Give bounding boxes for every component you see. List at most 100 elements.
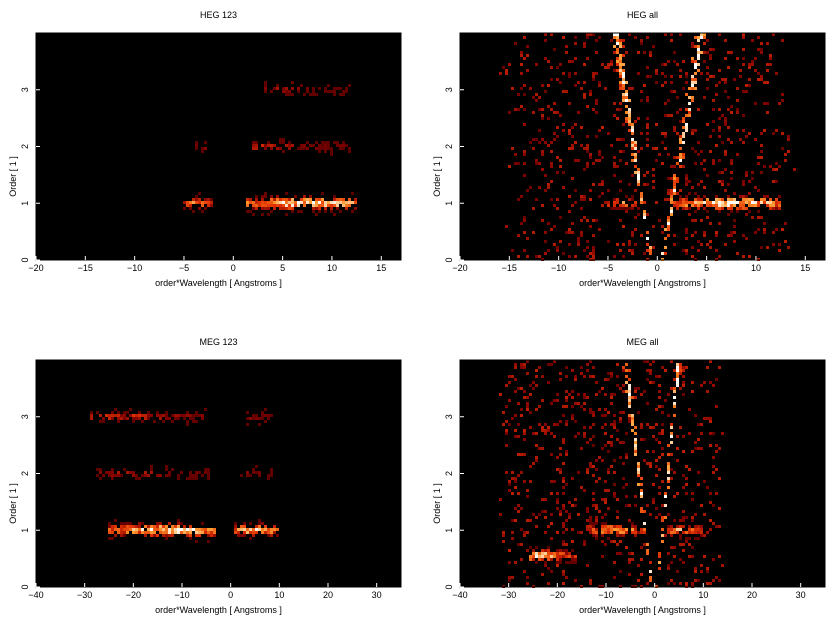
heatmap-cell [640, 423, 643, 426]
heatmap-cell [664, 132, 667, 135]
heatmap-cell [691, 204, 694, 207]
heatmap-cell [613, 156, 616, 159]
heatmap-cell [544, 564, 547, 567]
heatmap-cell [637, 483, 640, 486]
x-tick-label: −30 [77, 590, 92, 600]
heatmap-cell [718, 477, 721, 480]
heatmap-cell [252, 468, 255, 471]
heatmap-cell [697, 198, 700, 201]
heatmap-cell [715, 234, 718, 237]
heatmap-cell [186, 204, 189, 207]
heatmap-cell [559, 555, 562, 558]
heatmap-cell [664, 135, 667, 138]
heatmap-cell [553, 225, 556, 228]
heatmap-cell [556, 423, 559, 426]
heatmap-cell [565, 423, 568, 426]
heatmap-cell [760, 42, 763, 45]
heatmap-cell [592, 72, 595, 75]
heatmap-cell [165, 534, 168, 537]
heatmap-cell [604, 408, 607, 411]
heatmap-cell [562, 555, 565, 558]
heatmap-cell [673, 174, 676, 177]
heatmap-cell [619, 525, 622, 528]
heatmap-cell [562, 414, 565, 417]
heatmap-cell [538, 255, 541, 258]
heatmap-cell [610, 531, 613, 534]
heatmap-cell [685, 582, 688, 585]
heatmap-cell [718, 159, 721, 162]
heatmap-cell [547, 552, 550, 555]
heatmap-cell [171, 534, 174, 537]
heatmap-cell [655, 81, 658, 84]
heatmap-cell [288, 144, 291, 147]
heatmap-cell [643, 360, 646, 363]
heatmap-cell [568, 132, 571, 135]
heatmap-cell [691, 147, 694, 150]
heatmap-cell [682, 519, 685, 522]
heatmap-cell [574, 159, 577, 162]
heatmap-cell [568, 129, 571, 132]
heatmap-cell [760, 48, 763, 51]
heatmap-cell [736, 108, 739, 111]
heatmap-cell [565, 51, 568, 54]
heatmap-cell [273, 204, 276, 207]
heatmap-cell [129, 528, 132, 531]
x-axis-label: order*Wavelength [ Angstroms ] [155, 605, 282, 615]
heatmap-cell [342, 147, 345, 150]
heatmap-cell [682, 510, 685, 513]
heatmap-cell [105, 414, 108, 417]
heatmap-cell [607, 63, 610, 66]
heatmap-cell [736, 129, 739, 132]
heatmap-cell [589, 408, 592, 411]
heatmap-cell [688, 468, 691, 471]
heatmap-cell [679, 195, 682, 198]
heatmap-cell [625, 390, 628, 393]
heatmap-cell [622, 255, 625, 258]
heatmap-cell [333, 90, 336, 93]
heatmap-cell [201, 201, 204, 204]
heatmap-cell [195, 540, 198, 543]
heatmap-cell [643, 216, 646, 219]
heatmap-cell [652, 381, 655, 384]
heatmap-cell [649, 381, 652, 384]
heatmap-cell [673, 234, 676, 237]
heatmap-cell [619, 72, 622, 75]
heatmap-cell [285, 192, 288, 195]
heatmap-cell [318, 144, 321, 147]
heatmap-cell [646, 213, 649, 216]
heatmap-cell [141, 414, 144, 417]
heatmap-cell [523, 153, 526, 156]
heatmap-cell [670, 201, 673, 204]
heatmap-cell [514, 162, 517, 165]
heatmap-cell [670, 114, 673, 117]
heatmap-cell [640, 483, 643, 486]
heatmap-cell [676, 528, 679, 531]
heatmap-cell [517, 492, 520, 495]
heatmap-cell [246, 474, 249, 477]
heatmap-cell [138, 531, 141, 534]
heatmap-cell [643, 210, 646, 213]
heatmap-cell [619, 204, 622, 207]
heatmap-cell [637, 213, 640, 216]
heatmap-cell [267, 474, 270, 477]
heatmap-cell [562, 252, 565, 255]
heatmap-cell [667, 564, 670, 567]
heatmap-cell [691, 81, 694, 84]
heatmap-cell [673, 183, 676, 186]
heatmap-cell [529, 393, 532, 396]
heatmap-cell [664, 114, 667, 117]
heatmap-cell [646, 378, 649, 381]
heatmap-cell [742, 90, 745, 93]
heatmap-cell [327, 204, 330, 207]
heatmap-cell [508, 480, 511, 483]
heatmap-cell [255, 207, 258, 210]
heatmap-cell [724, 189, 727, 192]
heatmap-cell [742, 48, 745, 51]
heatmap-cell [351, 201, 354, 204]
heatmap-cell [649, 579, 652, 582]
heatmap-cell [523, 219, 526, 222]
heatmap-cell [733, 78, 736, 81]
heatmap-cell [718, 207, 721, 210]
heatmap-cell [670, 546, 673, 549]
heatmap-cell [517, 423, 520, 426]
